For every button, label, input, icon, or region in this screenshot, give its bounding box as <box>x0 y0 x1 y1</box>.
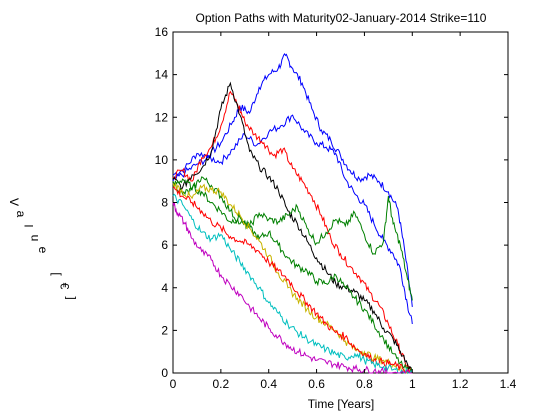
series-line-1 <box>172 53 413 307</box>
series-line-7 <box>172 182 413 374</box>
x-tick-label: 1.4 <box>500 377 517 391</box>
x-tick-label: 0.4 <box>260 377 277 391</box>
x-axis-label: Time [Years] <box>308 397 374 411</box>
series-line-5 <box>173 178 413 374</box>
y-label-char: a <box>14 211 28 218</box>
y-label-char: e <box>36 247 50 254</box>
y-label-char: € <box>57 283 71 290</box>
x-tick-label: 1.2 <box>452 377 469 391</box>
y-label-char: l <box>21 225 35 228</box>
plot-frame <box>172 31 509 374</box>
x-tick-label: 0.8 <box>356 377 373 391</box>
axes-layer: 0 0.2 0.4 0.6 0.8 1 1.2 1.4 0 2 4 6 8 10 12 14 16 <box>155 25 517 391</box>
y-tick-label: 10 <box>155 153 169 167</box>
chart-title: Option Paths with Maturity02-January-201… <box>196 11 487 25</box>
x-tick-label: 1 <box>409 377 416 391</box>
y-tick-label: 8 <box>161 196 168 210</box>
series-line-9 <box>172 193 413 374</box>
y-tick-label: 4 <box>161 281 168 295</box>
y-label-char: ] <box>65 296 79 299</box>
y-label-char: [ <box>50 272 64 276</box>
y-tick-label: 12 <box>155 110 169 124</box>
series-line-2 <box>172 114 413 325</box>
series-line-6 <box>172 176 413 301</box>
series-line-10 <box>172 202 413 375</box>
x-tick-label: 0 <box>170 377 177 391</box>
y-axis-label: Va l ue [ €] <box>7 198 79 300</box>
y-tick-label: 6 <box>161 238 168 252</box>
y-tick-label: 2 <box>161 323 168 337</box>
y-tick-label: 14 <box>155 68 169 82</box>
y-label-char: u <box>29 235 43 242</box>
series-layer <box>172 53 413 375</box>
y-tick-label: 0 <box>161 366 168 380</box>
plot-area <box>172 31 509 374</box>
y-label-char: V <box>7 198 21 206</box>
x-tick-label: 0.6 <box>308 377 325 391</box>
series-line-4 <box>172 81 413 374</box>
series-line-3 <box>172 90 413 374</box>
x-tick-label: 0.2 <box>213 377 230 391</box>
y-tick-label: 16 <box>155 25 169 39</box>
